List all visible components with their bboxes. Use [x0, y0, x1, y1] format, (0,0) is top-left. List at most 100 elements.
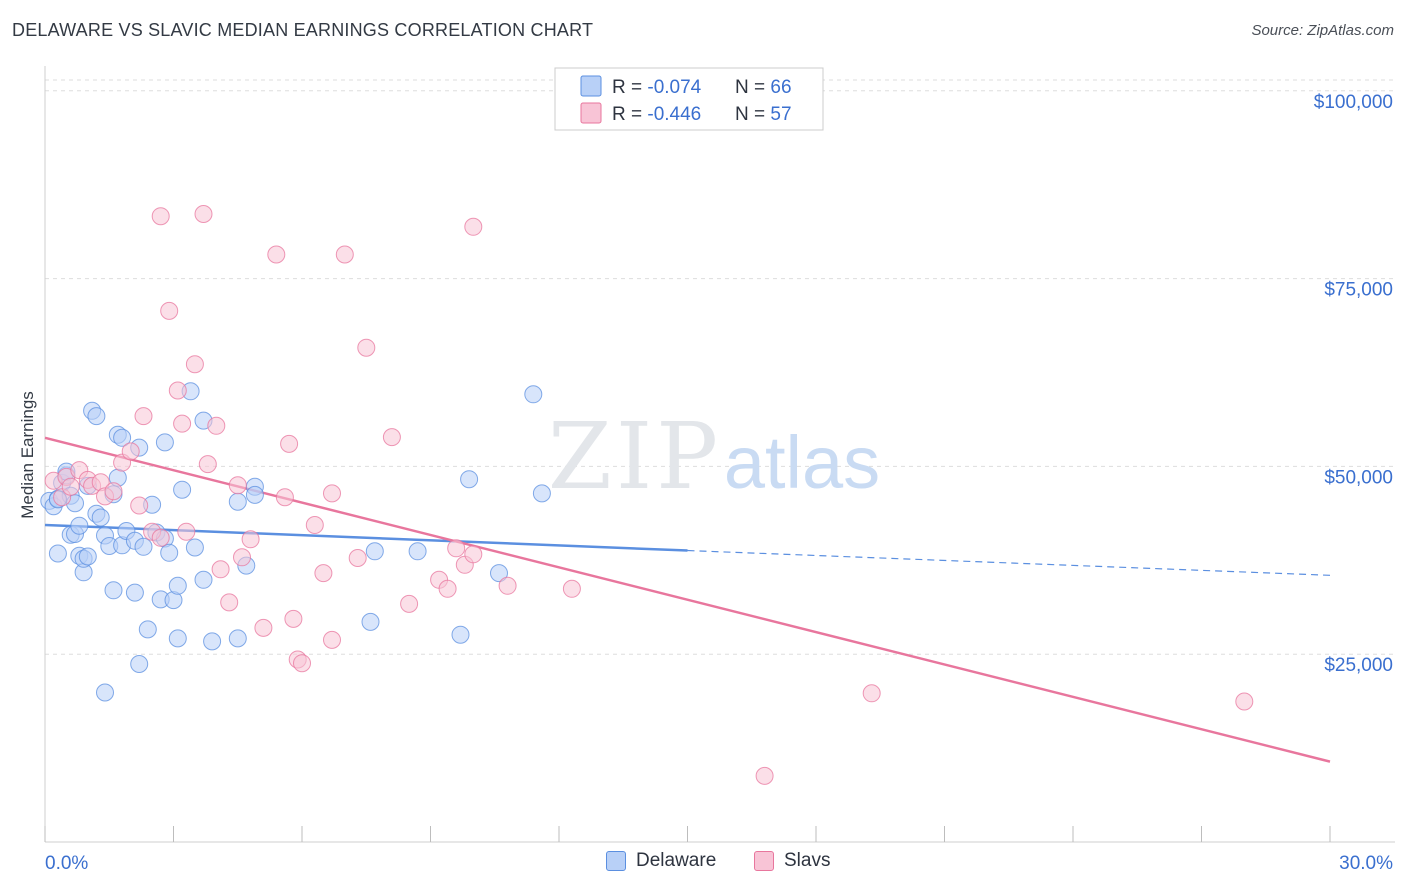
source-credit: Source: ZipAtlas.com [1251, 22, 1394, 39]
delaware-point [70, 516, 89, 535]
y-tick-label: $100,000 [1314, 92, 1393, 113]
delaware-point [125, 583, 144, 602]
slavs-point [755, 766, 774, 785]
delaware-point [168, 576, 187, 595]
legend-item-slavs[interactable]: Slavs [754, 850, 830, 872]
slavs-point [168, 381, 187, 400]
delaware-point [173, 480, 192, 499]
slavs-point [314, 564, 333, 583]
slavs-r-value: -0.446 [647, 104, 701, 125]
slavs-point [293, 654, 311, 673]
delaware-point [78, 547, 97, 566]
slavs-point [151, 207, 170, 226]
delaware-point [524, 385, 543, 404]
slavs-point [438, 579, 457, 598]
slavs-point [121, 442, 140, 461]
slavs-point [357, 338, 376, 357]
slavs-point [130, 496, 149, 515]
legend-label-slavs: Slavs [784, 850, 831, 871]
delaware-point [160, 543, 179, 562]
delaware-point [138, 620, 157, 639]
delaware-point [134, 537, 153, 556]
delaware-point [185, 538, 204, 557]
delaware-r-value: -0.074 [647, 77, 701, 98]
slavs-point [335, 245, 354, 264]
slavs-r-label: R = [612, 104, 647, 125]
slavs-point [284, 609, 303, 628]
slavs-point [104, 482, 123, 501]
slavs-point [1235, 692, 1254, 711]
slavs-point [198, 455, 217, 474]
delaware-point [87, 407, 106, 426]
axes [44, 66, 1395, 843]
delaware-r-label: R = [612, 77, 647, 98]
slavs-point [194, 205, 213, 223]
slavs-point [220, 593, 239, 612]
slavs-point [211, 560, 230, 579]
delaware-point [91, 508, 110, 527]
slavs-point [862, 684, 881, 703]
watermark-atlas: atlas [724, 421, 880, 504]
slavs-point [464, 545, 483, 564]
delaware-n-value: 66 [770, 77, 791, 98]
legend-label-delaware: Delaware [636, 850, 717, 871]
svg-text:N = 66: N = 66 [735, 77, 792, 98]
slavs-point [348, 549, 367, 567]
x-tick-label-start: 0.0% [45, 853, 88, 874]
delaware-point [48, 544, 67, 563]
watermark-zip: ZIP [548, 403, 722, 510]
slavs-point [207, 416, 226, 435]
delaware-point [361, 612, 380, 631]
slavs-legend-swatch [754, 851, 774, 871]
svg-text:R = -0.446: R = -0.446 [612, 104, 701, 125]
delaware-point [130, 655, 149, 673]
delaware-point [228, 629, 247, 648]
slavs-point [61, 477, 80, 496]
slavs-point [305, 516, 324, 534]
delaware-legend-swatch [606, 851, 626, 871]
bottom-legend: Delaware Slavs [0, 850, 1406, 880]
slavs-point [151, 528, 170, 547]
x-tick-label-end: 30.0% [1339, 853, 1393, 874]
delaware-point [113, 428, 132, 447]
slavs-point [254, 618, 273, 637]
delaware-point [228, 492, 247, 511]
slavs-point [464, 217, 483, 236]
delaware-point [168, 629, 187, 648]
slavs-point [498, 576, 517, 595]
delaware-point [245, 485, 264, 504]
y-tick-label: $75,000 [1324, 280, 1393, 301]
slavs-point [185, 355, 204, 374]
delaware-point [155, 433, 174, 452]
slavs-point [323, 630, 341, 649]
slavs-point [173, 414, 192, 433]
delaware-point [365, 542, 384, 561]
y-tick-label: $50,000 [1324, 467, 1393, 488]
slavs-point [241, 530, 260, 549]
slavs-point [233, 548, 251, 567]
slavs-n-value: 57 [770, 104, 791, 125]
delaware-point [460, 470, 479, 489]
slavs-swatch [580, 102, 602, 124]
delaware-n-label: N = [735, 77, 770, 98]
slavs-point [280, 434, 299, 453]
delaware-point [490, 564, 508, 583]
slavs-point [400, 594, 419, 613]
delaware-point [203, 632, 222, 651]
y-axis-label: Median Earnings [18, 391, 37, 519]
slavs-point [134, 407, 153, 426]
svg-text:N = 57: N = 57 [735, 104, 792, 125]
slavs-point [323, 484, 341, 503]
delaware-point [96, 683, 114, 702]
slavs-point [382, 428, 401, 447]
svg-text:R = -0.074: R = -0.074 [612, 77, 702, 98]
delaware-point [194, 570, 213, 589]
slavs-point [177, 522, 196, 541]
legend-item-delaware[interactable]: Delaware [606, 850, 716, 872]
slavs-point [562, 579, 581, 598]
slavs-point [228, 476, 247, 495]
stats-legend: R = -0.074 N = 66 R = -0.446 N = 57 [554, 67, 824, 131]
delaware-point [532, 484, 551, 503]
delaware-swatch [580, 75, 602, 97]
delaware-point [104, 581, 123, 600]
